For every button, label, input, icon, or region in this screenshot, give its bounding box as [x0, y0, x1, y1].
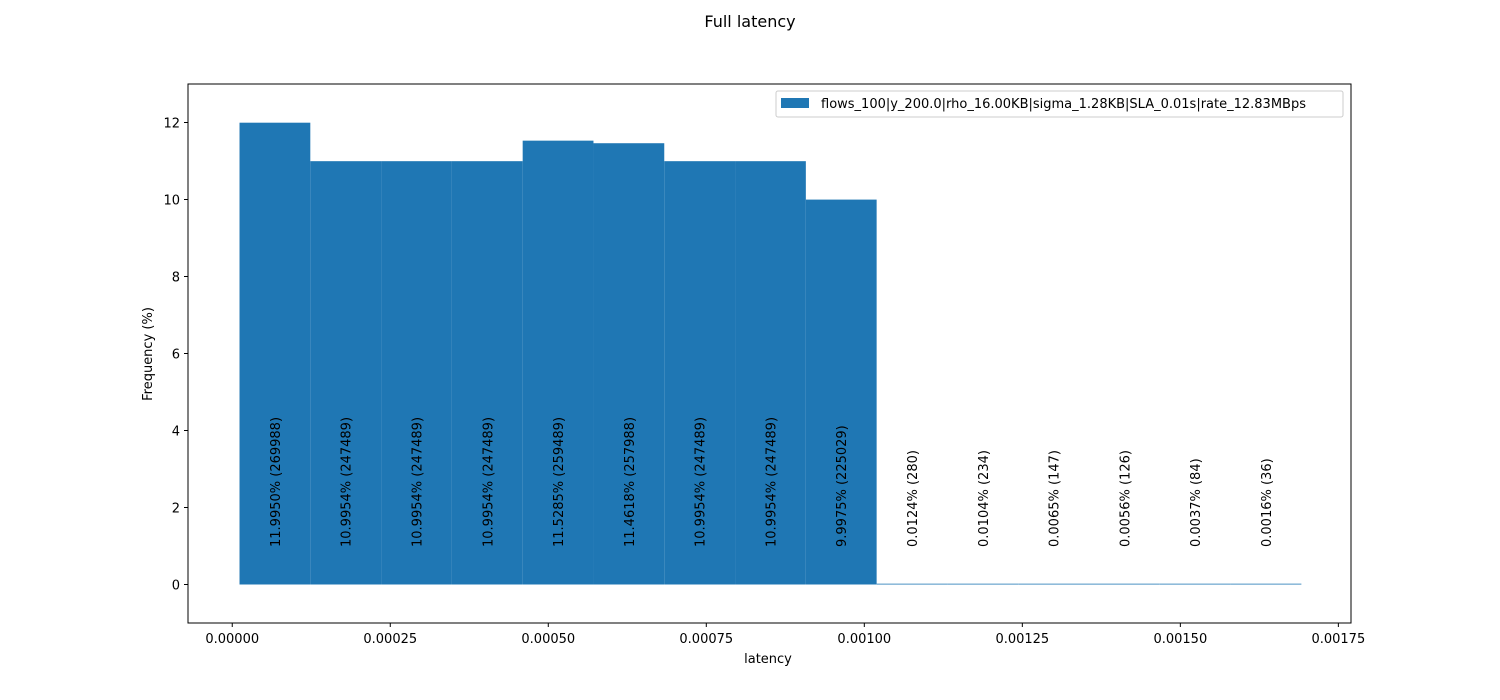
histogram-bar	[1159, 583, 1231, 585]
y-axis: 0 2 4 6 8 10 12	[163, 117, 188, 594]
bar-value-label: 10.9954% (247489)	[481, 417, 496, 547]
x-tick-label: 0.00125	[995, 632, 1049, 647]
legend: flows_100|y_200.0|rho_16.00KB|sigma_1.28…	[775, 90, 1344, 118]
y-tick-label: 0	[172, 579, 180, 594]
bar-labels-group: 11.9950% (269988) 10.9954% (247489) 10.995…	[269, 417, 1275, 547]
histogram-bar	[522, 140, 594, 585]
histogram-bar	[381, 161, 452, 585]
histogram-bar	[451, 161, 523, 585]
histogram-bar	[876, 583, 948, 585]
bar-value-label: 0.0124% (280)	[906, 450, 921, 547]
bar-value-label: 10.9954% (247489)	[340, 417, 355, 547]
bar-value-label: 10.9954% (247489)	[694, 417, 709, 547]
histogram-bar	[805, 199, 877, 585]
bar-value-label: 0.0016% (36)	[1260, 458, 1275, 547]
legend-frame	[775, 90, 1344, 118]
y-tick-label: 4	[172, 425, 180, 440]
x-tick-label: 0.00025	[363, 632, 417, 647]
histogram-bar	[664, 161, 736, 585]
bar-value-label: 11.4618% (257988)	[623, 417, 638, 547]
legend-swatch	[781, 98, 809, 108]
x-tick-label: 0.00050	[521, 632, 575, 647]
y-axis-title: Frequency (%)	[141, 307, 156, 401]
histogram-bar	[735, 161, 806, 585]
y-tick-label: 12	[163, 117, 180, 132]
histogram-bar	[1230, 583, 1302, 585]
y-tick-label: 10	[163, 194, 180, 209]
bar-value-label: 0.0104% (234)	[977, 450, 992, 547]
y-tick-label: 8	[172, 271, 180, 286]
bar-value-label: 11.9950% (269988)	[269, 417, 284, 547]
bar-value-label: 9.9975% (225029)	[835, 425, 850, 547]
x-tick-label: 0.00000	[205, 632, 259, 647]
histogram-bar	[310, 161, 382, 585]
x-axis-title: latency	[744, 652, 792, 667]
histogram-bar	[947, 583, 1019, 585]
bar-value-label: 0.0065% (147)	[1048, 450, 1063, 547]
histogram-bar	[239, 122, 311, 585]
x-axis: 0.00000 0.00025 0.00050 0.00075 0.00100 0.001…	[205, 623, 1365, 647]
chart-title: Full latency	[704, 12, 795, 31]
x-tick-label: 0.00150	[1153, 632, 1207, 647]
y-tick-label: 6	[172, 348, 180, 363]
bar-value-label: 10.9954% (247489)	[764, 417, 779, 547]
x-tick-label: 0.00100	[837, 632, 891, 647]
y-tick-label: 2	[172, 502, 180, 517]
histogram-bar	[1018, 583, 1090, 585]
x-tick-label: 0.00175	[1311, 632, 1365, 647]
bar-value-label: 0.0037% (84)	[1189, 458, 1204, 547]
x-tick-label: 0.00075	[679, 632, 733, 647]
legend-label: flows_100|y_200.0|rho_16.00KB|sigma_1.28…	[821, 97, 1306, 112]
bars-group	[239, 122, 1302, 585]
bar-value-label: 11.5285% (259489)	[552, 417, 567, 547]
histogram-bar	[1089, 583, 1160, 585]
histogram-bar	[593, 143, 665, 585]
bar-value-label: 0.0056% (126)	[1118, 450, 1133, 547]
bar-value-label: 10.9954% (247489)	[410, 417, 425, 547]
